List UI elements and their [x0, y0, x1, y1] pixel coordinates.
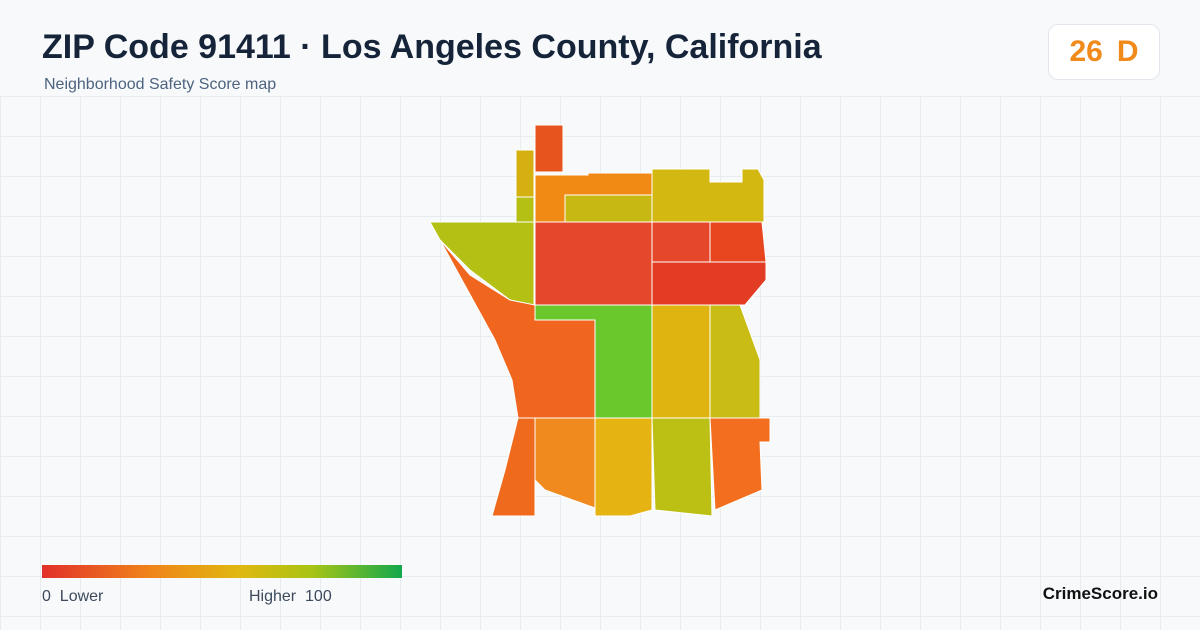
area [709, 417, 771, 511]
area [651, 304, 711, 419]
title: ZIP Code 91411 · Los Angeles County, Cal… [42, 28, 822, 66]
area [651, 261, 767, 306]
legend-low: 0 Lower [42, 588, 103, 606]
legend-gradient [42, 565, 402, 578]
legend-min-label: Lower [59, 588, 104, 605]
score-badge: 26 D [1048, 24, 1160, 80]
subtitle: Neighborhood Safety Score map [44, 76, 277, 93]
area [534, 221, 653, 306]
area [429, 196, 535, 306]
area [651, 221, 711, 263]
area [709, 221, 767, 263]
legend-high: Higher 100 [249, 588, 332, 606]
area [709, 304, 761, 419]
area [594, 417, 653, 517]
area [651, 417, 713, 517]
legend-max-label: Higher [249, 588, 297, 605]
legend-max: 100 [305, 588, 332, 605]
score-value: 26 [1069, 35, 1103, 68]
brand: CrimeScore.io [1042, 584, 1158, 603]
header: ZIP Code 91411 · Los Angeles County, Cal… [0, 0, 1200, 96]
area [534, 417, 596, 509]
zip-areas [429, 124, 771, 517]
legend-min: 0 [42, 588, 51, 605]
area [515, 149, 535, 198]
area [564, 194, 653, 223]
area [491, 417, 536, 517]
area [651, 168, 765, 223]
score-grade: D [1116, 35, 1139, 68]
area [534, 124, 564, 173]
